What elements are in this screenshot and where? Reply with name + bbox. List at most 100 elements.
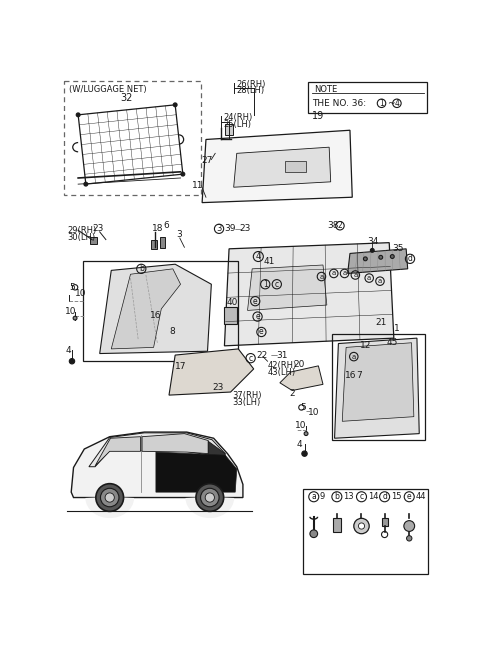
Text: 20: 20 [294,360,305,369]
Text: 28(LH): 28(LH) [236,86,264,95]
Polygon shape [95,437,141,466]
Polygon shape [111,269,180,349]
Text: 5: 5 [300,403,306,412]
Text: 11: 11 [192,181,204,190]
Text: e: e [253,297,258,306]
Text: 21: 21 [375,318,387,327]
Text: c: c [275,280,279,289]
Polygon shape [202,130,352,202]
Text: 30(LH): 30(LH) [67,233,96,242]
Polygon shape [169,349,254,395]
Text: 18: 18 [152,223,164,232]
Text: c: c [249,354,252,363]
Text: 45: 45 [386,338,397,347]
Text: 14: 14 [368,492,378,501]
Text: 42(RH): 42(RH) [267,361,297,371]
Text: 12: 12 [360,341,372,350]
Circle shape [359,523,365,529]
Polygon shape [348,249,408,273]
Text: a: a [342,271,347,276]
Text: 23: 23 [212,383,224,392]
Circle shape [310,530,318,537]
Text: a: a [378,278,382,284]
Text: 9: 9 [320,492,325,501]
Bar [90,236,96,244]
Text: d: d [382,492,387,501]
Text: 6: 6 [164,221,169,230]
Text: —: — [234,226,241,232]
Text: 27: 27 [201,156,213,165]
Text: 44: 44 [415,492,426,501]
Circle shape [84,182,88,186]
Text: 4: 4 [66,346,72,355]
Circle shape [390,254,394,258]
Circle shape [379,255,383,259]
Text: 2: 2 [337,221,342,230]
Circle shape [371,249,374,252]
Text: 4: 4 [395,99,399,108]
Bar [303,489,428,574]
Text: 5: 5 [69,283,75,292]
Text: 8: 8 [169,328,175,336]
Circle shape [302,451,307,456]
Bar [308,82,427,112]
Circle shape [304,432,308,435]
Bar [225,124,233,135]
Circle shape [100,488,119,507]
Polygon shape [89,433,225,467]
Text: 23: 23 [92,223,103,232]
Text: c: c [360,492,363,501]
Text: 32: 32 [120,93,133,103]
Bar [83,261,238,361]
Text: e: e [407,492,411,501]
Bar [151,239,156,249]
Bar [332,334,425,440]
Text: NOTE: NOTE [314,85,337,94]
Text: 31: 31 [276,350,288,360]
Polygon shape [225,243,394,346]
Circle shape [105,493,114,502]
Text: 33(LH): 33(LH) [232,398,260,406]
Text: 16: 16 [150,310,161,319]
Text: 3: 3 [216,225,222,233]
Polygon shape [142,434,208,454]
Text: 43(LH): 43(LH) [267,368,296,377]
Text: 17: 17 [175,362,187,371]
Text: 10: 10 [75,289,86,298]
Text: a: a [319,273,324,280]
Text: 41: 41 [264,258,275,266]
Text: 35: 35 [392,244,404,253]
Text: 38: 38 [327,221,338,230]
Text: b: b [139,264,144,273]
Circle shape [73,316,77,320]
Text: 25(LH): 25(LH) [223,120,251,129]
Text: 7: 7 [356,371,362,380]
Text: 22: 22 [257,350,268,360]
Text: —: — [271,352,277,358]
Bar [64,81,201,195]
Text: 10: 10 [308,408,319,417]
Text: b: b [335,492,339,501]
Text: ~: ~ [387,99,395,108]
Text: 4: 4 [256,252,261,261]
Text: e: e [255,312,260,321]
Circle shape [181,172,185,176]
Polygon shape [208,441,225,467]
Text: a: a [352,354,356,360]
Text: 40: 40 [227,299,238,307]
Circle shape [404,520,415,532]
Circle shape [201,488,219,507]
Circle shape [69,358,75,364]
Text: 16: 16 [345,371,356,380]
Text: 10: 10 [65,308,76,317]
Polygon shape [71,432,243,498]
Text: 19: 19 [312,112,324,121]
Text: 34: 34 [367,237,378,245]
Text: a: a [367,275,372,281]
Bar [225,308,237,324]
Circle shape [354,519,369,533]
Bar [160,238,165,248]
Bar [382,519,388,526]
Text: 23: 23 [240,225,251,233]
Polygon shape [280,366,323,391]
